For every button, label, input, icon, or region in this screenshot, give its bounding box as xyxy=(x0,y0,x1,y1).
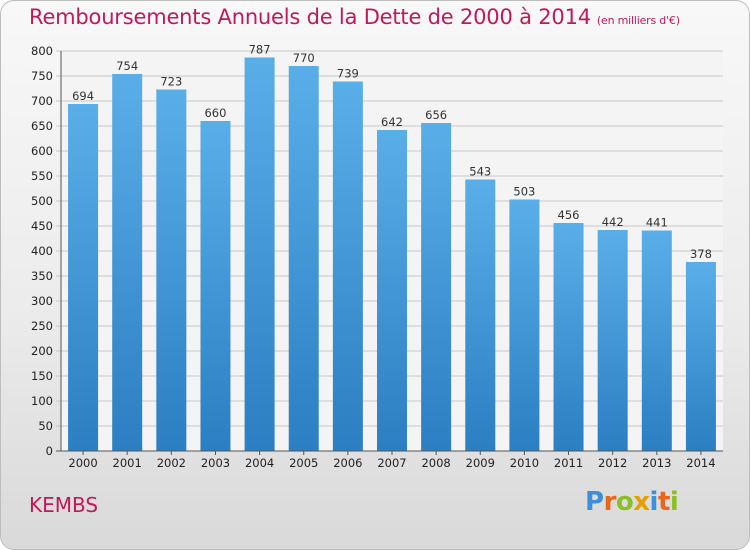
bar-2013[interactable] xyxy=(641,230,672,452)
x-tick-label-2003: 2003 xyxy=(201,456,230,470)
bar-2005[interactable] xyxy=(288,66,319,451)
data-label-2014: 378 xyxy=(690,247,712,261)
y-tick-label: 650 xyxy=(31,119,53,133)
bar-2011[interactable] xyxy=(553,223,584,451)
data-label-2001: 754 xyxy=(116,59,138,73)
x-tick-label-2010: 2010 xyxy=(510,456,539,470)
y-tick-label: 300 xyxy=(31,294,53,308)
brand-logo-letter: o xyxy=(615,487,634,517)
data-label-2010: 503 xyxy=(513,185,535,199)
data-label-2009: 543 xyxy=(469,165,491,179)
y-tick-label: 200 xyxy=(31,344,53,358)
brand-logo-letter: r xyxy=(603,487,617,517)
data-label-2008: 656 xyxy=(425,108,447,122)
city-label: KEMBS xyxy=(29,493,99,517)
y-tick-label: 800 xyxy=(31,44,53,58)
data-label-2011: 456 xyxy=(558,208,580,222)
data-label-2005: 770 xyxy=(293,51,315,65)
bar-2003[interactable] xyxy=(200,121,231,451)
data-label-2012: 442 xyxy=(602,215,624,229)
bar-2004[interactable] xyxy=(244,57,275,452)
x-tick-label-2000: 2000 xyxy=(68,456,97,470)
bar-2010[interactable] xyxy=(509,199,540,452)
y-tick-label: 50 xyxy=(38,419,53,433)
x-tick-label-2012: 2012 xyxy=(598,456,627,470)
chart-title: Remboursements Annuels de la Dette de 20… xyxy=(29,5,680,29)
brand-logo[interactable]: Proxiti xyxy=(585,487,679,517)
x-tick-label-2008: 2008 xyxy=(421,456,450,470)
y-tick-label: 400 xyxy=(31,244,53,258)
x-tick-label-2002: 2002 xyxy=(157,456,186,470)
x-tick-label-2014: 2014 xyxy=(686,456,715,470)
x-tick-label-2004: 2004 xyxy=(245,456,274,470)
y-tick-label: 0 xyxy=(46,444,53,458)
bar-2001[interactable] xyxy=(112,74,143,451)
x-tick-label-2005: 2005 xyxy=(289,456,318,470)
data-label-2000: 694 xyxy=(72,89,94,103)
bar-2008[interactable] xyxy=(421,123,452,451)
x-tick-label-2013: 2013 xyxy=(642,456,671,470)
bar-2002[interactable] xyxy=(156,89,187,452)
brand-logo-letter: i xyxy=(669,487,679,517)
data-label-2003: 660 xyxy=(204,106,226,120)
y-tick-label: 750 xyxy=(31,69,53,83)
chart-title-text: Remboursements Annuels de la Dette de 20… xyxy=(29,5,591,29)
brand-logo-letter: x xyxy=(633,487,650,517)
x-tick-label-2007: 2007 xyxy=(377,456,406,470)
y-tick-label: 150 xyxy=(31,369,53,383)
data-label-2013: 441 xyxy=(646,216,668,230)
x-tick-label-2011: 2011 xyxy=(554,456,583,470)
bar-2014[interactable] xyxy=(685,262,716,451)
bar-2006[interactable] xyxy=(332,81,363,452)
bar-2007[interactable] xyxy=(377,130,407,451)
y-tick-label: 700 xyxy=(31,94,53,108)
bar-2012[interactable] xyxy=(597,230,628,451)
y-tick-label: 450 xyxy=(31,219,53,233)
x-tick-label-2009: 2009 xyxy=(466,456,495,470)
y-tick-label: 500 xyxy=(31,194,53,208)
bar-2009[interactable] xyxy=(465,179,496,452)
data-label-2004: 787 xyxy=(249,43,271,57)
data-label-2007: 642 xyxy=(381,115,403,129)
x-tick-label-2006: 2006 xyxy=(333,456,362,470)
data-label-2002: 723 xyxy=(160,75,182,89)
x-tick-label-2001: 2001 xyxy=(113,456,142,470)
brand-logo-letter: i xyxy=(649,487,659,517)
y-tick-label: 350 xyxy=(31,269,53,283)
data-label-2006: 739 xyxy=(337,67,359,81)
y-tick-label: 250 xyxy=(31,319,53,333)
y-tick-label: 600 xyxy=(31,144,53,158)
brand-logo-letter: P xyxy=(585,487,604,517)
brand-logo-letter: t xyxy=(657,487,670,517)
y-tick-label: 550 xyxy=(31,169,53,183)
y-tick-label: 100 xyxy=(31,394,53,408)
bar-2000[interactable] xyxy=(68,104,99,451)
chart-subtitle: (en milliers d'€) xyxy=(596,14,680,27)
